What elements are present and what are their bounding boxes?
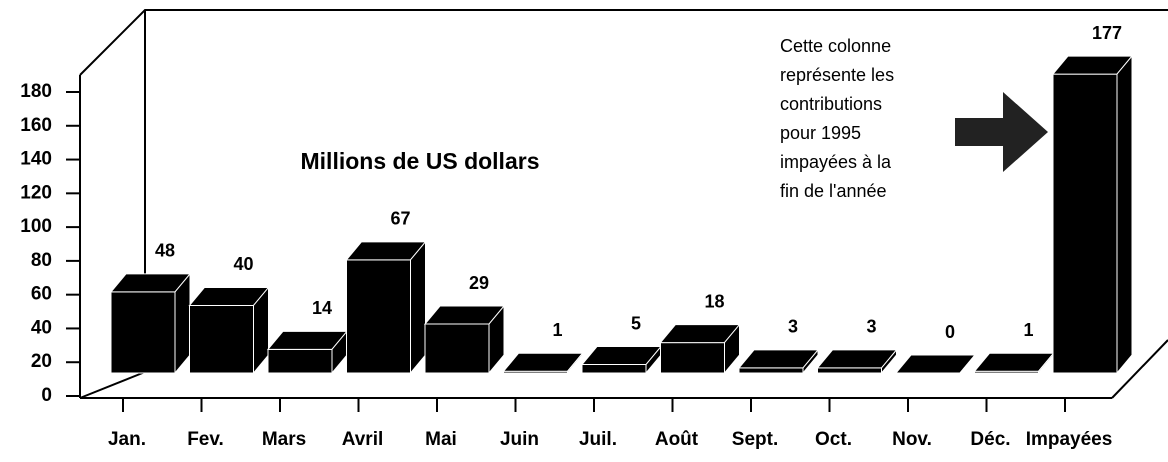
bar-side <box>802 348 819 375</box>
annotation: Cette colonne <box>780 36 891 56</box>
bar-side <box>959 354 976 374</box>
y-tick-label: 100 <box>20 216 52 237</box>
value-label: 5 <box>631 313 641 333</box>
x-tick-label: Déc. <box>970 429 1010 450</box>
bar <box>109 272 192 375</box>
y-tick-label: 180 <box>20 81 52 102</box>
bar-side <box>174 272 191 375</box>
bar-front <box>1052 73 1118 374</box>
x-tick-label: Sept. <box>732 429 778 450</box>
bar <box>737 348 820 375</box>
value-label: 1 <box>552 320 562 340</box>
annotation: impayées à la <box>780 152 892 172</box>
bar <box>816 348 898 375</box>
arrow <box>955 92 1048 172</box>
value-label: 1 <box>1023 320 1033 340</box>
value-label: 29 <box>469 273 489 293</box>
bar-front <box>660 342 725 374</box>
bar-side <box>881 348 897 375</box>
x-tick-label: Août <box>655 429 699 450</box>
value-label: 14 <box>312 298 332 318</box>
x-tick-label: Avril <box>342 429 384 450</box>
bar <box>894 354 977 374</box>
bar <box>345 240 427 375</box>
y-tick-label: 140 <box>20 149 52 170</box>
annotation: pour 1995 <box>780 123 861 143</box>
value-label: 40 <box>233 254 253 274</box>
chart-frame <box>79 9 1168 399</box>
value-label: 3 <box>788 317 798 337</box>
bar <box>973 351 1055 375</box>
bar-side <box>410 240 426 375</box>
y-tick-label: 80 <box>31 250 52 271</box>
x-tick-label: Fev. <box>187 429 224 450</box>
y-tick-label: 160 <box>20 115 52 136</box>
annotation: représente les <box>780 65 894 85</box>
x-tick-label: Mars <box>262 429 306 450</box>
bar <box>659 323 741 375</box>
bar-front <box>267 348 333 374</box>
bar <box>266 329 349 375</box>
bar <box>188 286 270 375</box>
x-tick-label: Juil. <box>579 429 617 450</box>
bar-front <box>581 364 647 374</box>
value-label: 3 <box>866 317 876 337</box>
bar-side <box>567 351 583 375</box>
bar-top <box>894 354 977 374</box>
bar <box>423 304 506 375</box>
bar-front <box>424 323 490 374</box>
annotation: contributions <box>780 94 882 114</box>
value-label: 177 <box>1092 23 1122 43</box>
value-label: 0 <box>945 322 955 342</box>
value-label: 48 <box>155 241 175 261</box>
bar-front <box>738 367 804 374</box>
bar <box>502 351 584 375</box>
bar-front <box>189 304 254 374</box>
y-tick-label: 0 <box>41 385 52 406</box>
y-tick-label: 40 <box>31 317 52 338</box>
annotation: fin de l'année <box>780 181 887 201</box>
value-label: 67 <box>390 209 410 229</box>
bar-side <box>1116 54 1133 375</box>
value-label: 18 <box>704 291 724 311</box>
chart-title: Millions de US dollars <box>301 148 540 174</box>
y-tick-label: 60 <box>31 284 52 305</box>
x-tick-label: Oct. <box>815 429 852 450</box>
x-tick-label: Mai <box>425 429 457 450</box>
x-tick-label: Jan. <box>108 429 146 450</box>
x-tick-label: Impayées <box>1026 429 1113 450</box>
bar-front <box>346 259 411 374</box>
y-tick-label: 120 <box>20 182 52 203</box>
bar-front <box>110 291 176 374</box>
x-tick-label: Nov. <box>892 429 932 450</box>
bar-side <box>488 304 505 375</box>
bar <box>580 345 663 375</box>
bar-front <box>817 367 882 374</box>
y-tick-label: 20 <box>31 351 52 372</box>
x-tick-label: Juin <box>500 429 539 450</box>
bar <box>1051 54 1134 375</box>
bar-side <box>724 323 740 375</box>
